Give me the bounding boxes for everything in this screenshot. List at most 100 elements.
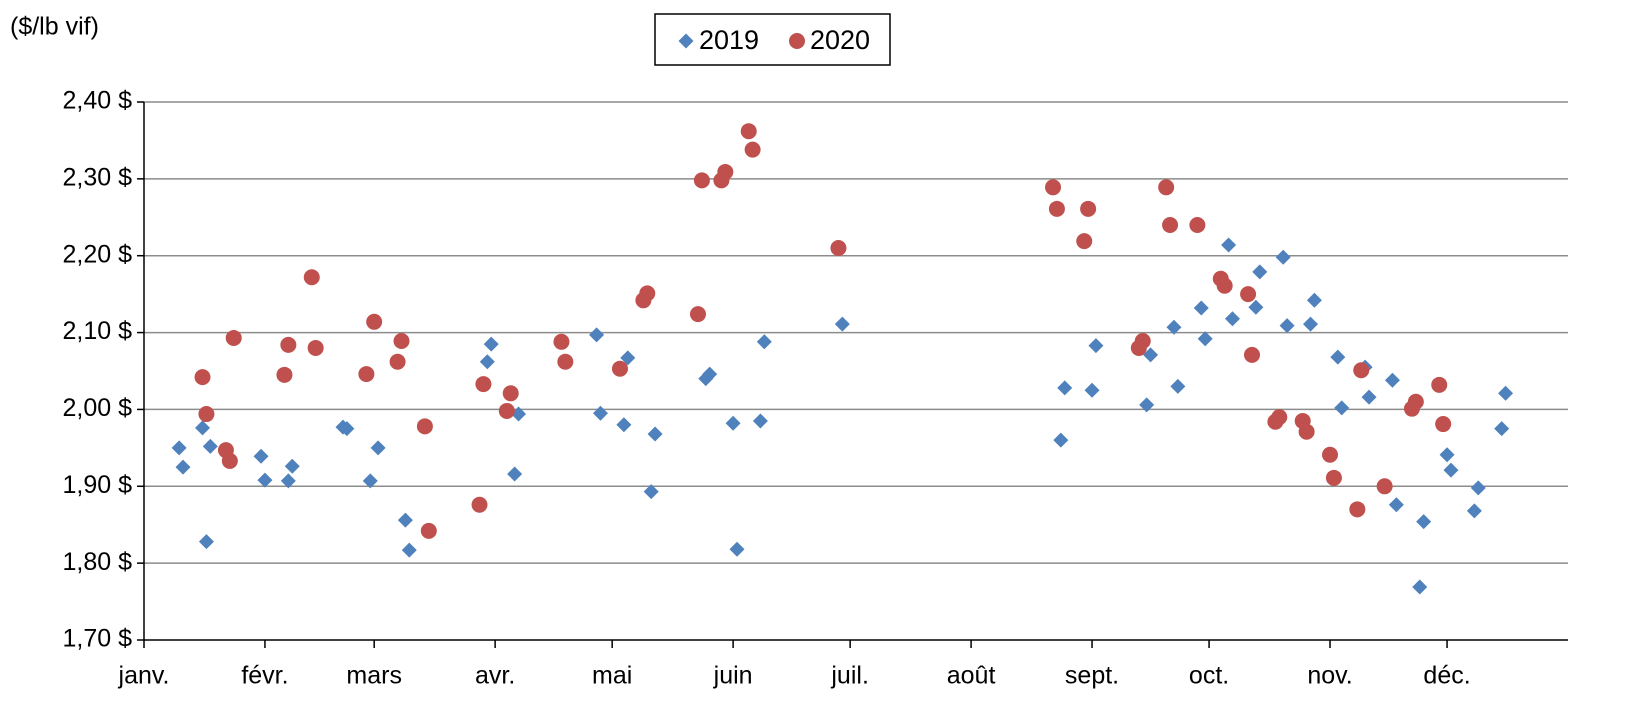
x-tick-label: août (947, 662, 996, 690)
y-axis-label: ($/lb vif) (10, 13, 99, 41)
point (1439, 447, 1455, 463)
point (1189, 216, 1206, 233)
point (498, 402, 515, 419)
point (553, 333, 570, 350)
point (1325, 469, 1342, 486)
point (1158, 179, 1175, 196)
point (620, 350, 636, 366)
point (1139, 397, 1155, 413)
point (1334, 400, 1350, 416)
point (362, 473, 378, 489)
point (1330, 349, 1346, 365)
point (171, 440, 187, 456)
point (611, 360, 628, 377)
point (1271, 409, 1288, 426)
y-tick-label: 2,00 $ (62, 394, 132, 422)
point (589, 327, 605, 343)
point (194, 369, 211, 386)
point (752, 413, 768, 429)
point (221, 452, 238, 469)
point (257, 472, 273, 488)
point (1431, 376, 1448, 393)
point (339, 421, 355, 437)
point (393, 333, 410, 350)
point (1275, 249, 1291, 265)
point (1470, 480, 1486, 496)
point (834, 316, 850, 332)
point (1166, 319, 1182, 335)
point (358, 366, 375, 383)
point (689, 306, 706, 323)
point (416, 418, 433, 435)
point (483, 336, 499, 352)
point (1298, 423, 1315, 440)
point (1076, 233, 1093, 250)
point (725, 415, 741, 431)
legend-marker (789, 33, 805, 49)
point (1248, 299, 1264, 315)
point (1322, 446, 1339, 463)
x-tick-label: déc. (1423, 662, 1470, 690)
point (1466, 503, 1482, 519)
point (830, 240, 847, 257)
point (1240, 286, 1257, 303)
point (717, 163, 734, 180)
point (1197, 331, 1213, 347)
x-tick-label: avr. (475, 662, 515, 690)
point (1388, 497, 1404, 513)
point (1143, 347, 1159, 363)
point (1057, 380, 1073, 396)
point (303, 269, 320, 286)
point (1134, 333, 1151, 350)
point (729, 541, 745, 557)
x-tick-label: juil. (830, 662, 869, 690)
point (276, 366, 293, 383)
point (1306, 292, 1322, 308)
point (280, 336, 297, 353)
point (1407, 393, 1424, 410)
y-tick-label: 2,20 $ (62, 240, 132, 268)
point (175, 459, 191, 475)
point (202, 438, 218, 454)
point (195, 420, 211, 436)
point (1361, 389, 1377, 405)
point (225, 329, 242, 346)
point (1416, 514, 1432, 530)
legend-marker (678, 33, 694, 49)
point (397, 512, 413, 528)
point (1216, 277, 1233, 294)
point (616, 417, 632, 433)
x-tick-label: févr. (241, 662, 288, 690)
legend-label: 2020 (810, 25, 870, 55)
x-tick-label: oct. (1189, 662, 1229, 690)
point (280, 473, 296, 489)
point (1353, 362, 1370, 379)
point (702, 366, 718, 382)
point (1045, 179, 1062, 196)
point (198, 406, 215, 423)
point (307, 339, 324, 356)
x-tick-label: mai (592, 662, 632, 690)
point (475, 376, 492, 393)
point (1376, 478, 1393, 495)
point (592, 405, 608, 421)
x-tick-label: nov. (1307, 662, 1352, 690)
x-tick-label: janv. (118, 662, 170, 690)
y-tick-label: 2,40 $ (62, 87, 132, 115)
point (1279, 318, 1295, 334)
point (1193, 300, 1209, 316)
point (502, 385, 519, 402)
point (1412, 579, 1428, 595)
point (479, 354, 495, 370)
point (1053, 432, 1069, 448)
point (471, 496, 488, 513)
legend-box (654, 13, 891, 66)
point (1221, 237, 1237, 253)
point (643, 484, 659, 500)
x-tick-label: mars (346, 662, 402, 690)
point (1443, 462, 1459, 478)
point (284, 458, 300, 474)
point (198, 534, 214, 550)
point (1494, 421, 1510, 437)
